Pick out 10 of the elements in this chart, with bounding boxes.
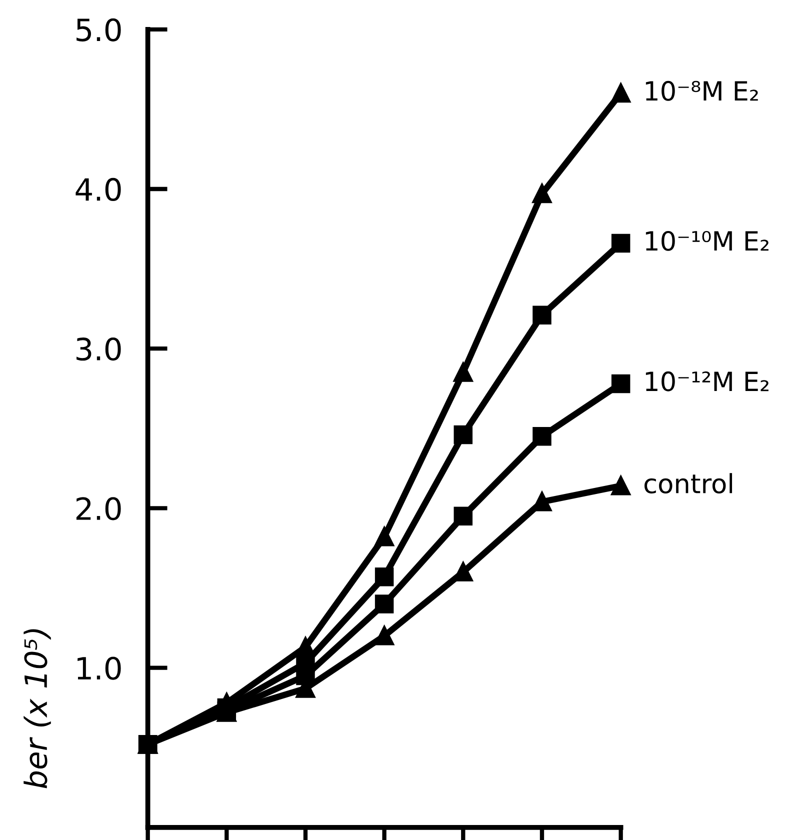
series-label: 10⁻¹²M E₂ [646, 371, 768, 392]
y-tick-label: 2.0 [76, 497, 121, 520]
series-label: control [644, 473, 732, 494]
y-tick-label: 1.0 [78, 656, 121, 680]
y-axis-title: ber (x 10⁵) [24, 629, 51, 788]
series-label: 10⁻¹⁰M E₂ [646, 230, 768, 251]
y-tick-label: 5.0 [76, 18, 121, 42]
y-tick-label: 3.0 [76, 338, 121, 361]
series-label: 10⁻⁸M E₂ [646, 80, 758, 101]
y-tick-label: 4.0 [76, 178, 121, 202]
